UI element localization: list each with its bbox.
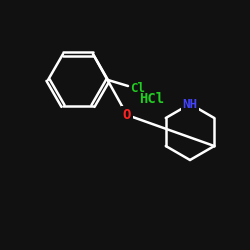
Text: Cl: Cl bbox=[130, 82, 145, 94]
Text: O: O bbox=[123, 108, 131, 122]
Text: HCl: HCl bbox=[140, 92, 164, 106]
Text: NH: NH bbox=[182, 98, 198, 110]
